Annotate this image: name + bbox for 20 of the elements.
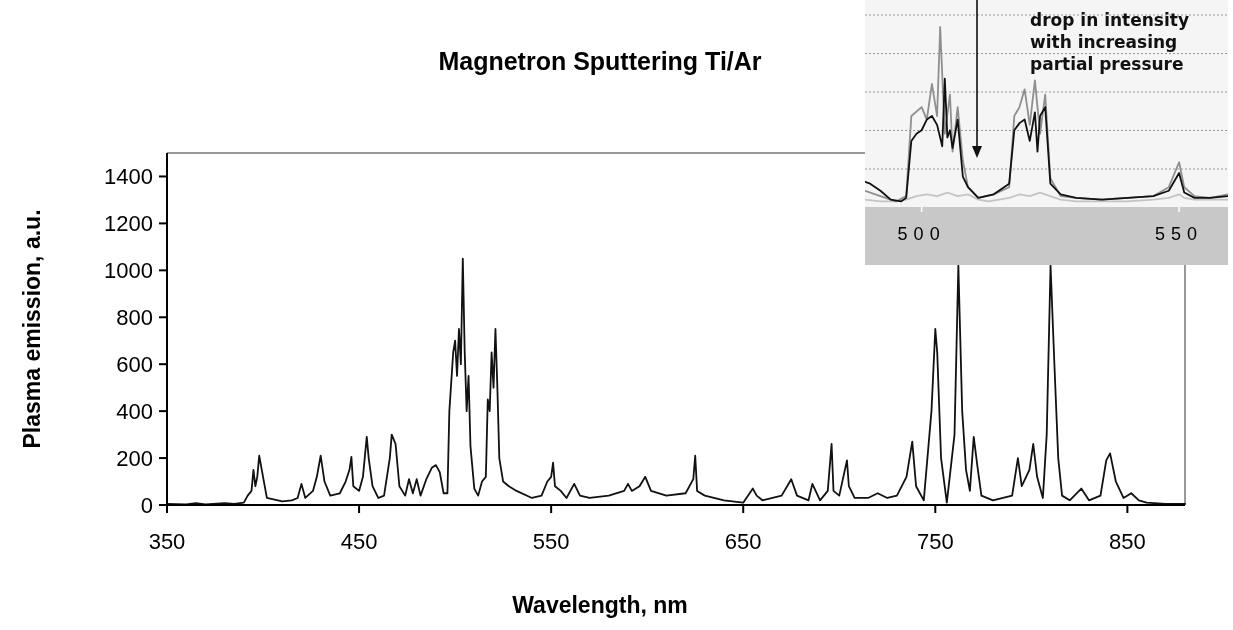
x-tick-label: 850 (1109, 529, 1146, 554)
y-tick-label: 800 (116, 304, 153, 330)
x-tick-label: 350 (148, 529, 186, 554)
x-tick-label: 650 (724, 529, 762, 554)
y-tick-label: 400 (116, 398, 153, 424)
x-tick-label: 750 (916, 529, 954, 554)
x-tick-label: 450 (340, 529, 378, 554)
y-axis-title: Plasma emission, a.u. (19, 209, 45, 449)
x-tick-label: 500 (897, 224, 946, 244)
y-tick-label: 200 (116, 445, 153, 471)
y-tick-label: 1400 (104, 164, 153, 190)
y-tick-label: 0 (140, 492, 153, 518)
y-tick-label: 600 (116, 351, 153, 377)
x-tick-label: 550 (532, 529, 570, 554)
annotation: drop in intensity with increasing partial pressure (1030, 10, 1190, 74)
y-tick-label: 1200 (104, 211, 153, 237)
x-axis-title: Wavelength, nm (512, 592, 688, 618)
chart-title: Magnetron Sputtering Ti/Ar (438, 47, 762, 75)
y-tick-label: 1000 (104, 258, 153, 284)
x-tick-label: 550 (1155, 224, 1204, 244)
